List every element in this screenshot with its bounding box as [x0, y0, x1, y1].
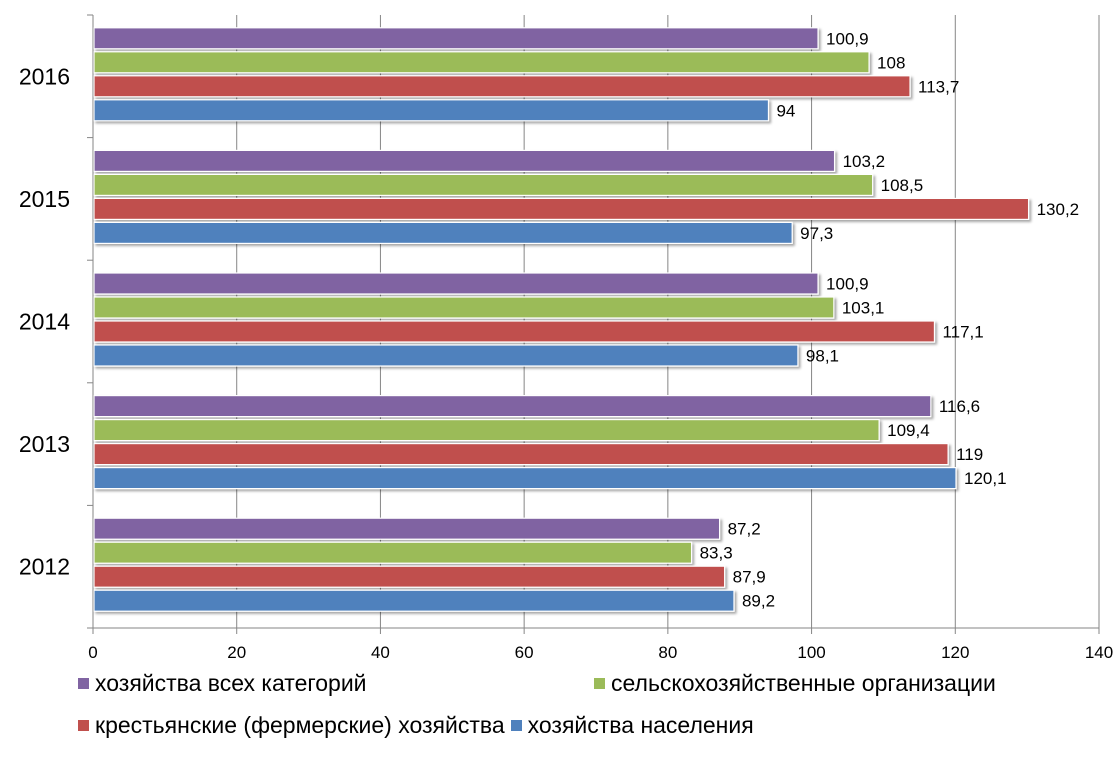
bar — [93, 173, 874, 196]
data-label: 103,1 — [842, 299, 885, 318]
x-tick-label: 100 — [797, 643, 825, 660]
x-tick-label: 140 — [1085, 643, 1113, 660]
legend-swatch — [78, 677, 89, 689]
data-label: 113,7 — [918, 77, 959, 96]
bar — [93, 517, 721, 540]
legend-swatch — [78, 719, 89, 731]
data-label: 108 — [877, 53, 905, 72]
bar — [93, 344, 799, 367]
data-label: 108,5 — [881, 176, 924, 195]
bar — [93, 272, 819, 295]
legend-label: сельскохозяйственные организации — [611, 669, 996, 696]
data-label: 89,2 — [742, 592, 775, 611]
legend: хозяйства всех категорий сельскохозяйств… — [78, 668, 1108, 752]
bar — [93, 99, 770, 122]
bar — [93, 221, 793, 244]
y-category-label: 2014 — [19, 309, 70, 335]
bars — [93, 27, 1030, 612]
bar — [93, 197, 1030, 220]
data-label: 119 — [956, 445, 983, 464]
x-tick-label: 20 — [227, 643, 246, 660]
bar — [93, 443, 949, 466]
bar — [93, 75, 911, 98]
data-label: 117,1 — [942, 323, 983, 342]
data-label: 116,6 — [939, 397, 980, 416]
data-label: 103,2 — [843, 152, 886, 171]
data-label: 120,1 — [964, 469, 1007, 488]
legend-label: хозяйства всех категорий — [95, 669, 367, 696]
legend-label: крестьянские (фермерские) хозяйства — [95, 711, 505, 738]
data-label: 109,4 — [887, 421, 930, 440]
legend-item-farms: крестьянские (фермерские) хозяйства — [78, 712, 505, 739]
data-label: 100,9 — [826, 29, 869, 48]
legend-label: хозяйства населения — [527, 711, 754, 738]
bar — [93, 149, 836, 172]
x-tick-label: 120 — [941, 643, 969, 660]
y-category-label: 2016 — [19, 63, 70, 89]
bar — [93, 565, 726, 588]
data-label: 94 — [776, 101, 795, 120]
data-label: 100,9 — [826, 275, 869, 294]
bar — [93, 320, 936, 343]
y-category-label: 2013 — [19, 431, 70, 457]
bar-chart-plot: 0 20 40 60 80 100 120 140 2012 2013 2014 2015 2016 8… — [19, 14, 1113, 660]
legend-item-all-categories: хозяйства всех категорий — [78, 670, 594, 697]
bar — [93, 589, 735, 612]
bar — [93, 419, 880, 442]
data-labels: 87,2 83,387,9 89,2 116,6 109,4 119 120,1 100,9 1… — [700, 29, 1080, 610]
data-label: 130,2 — [1037, 200, 1080, 219]
bar — [93, 27, 819, 50]
data-label: 87,2 — [728, 520, 761, 539]
x-tick-label: 40 — [371, 643, 390, 660]
legend-swatch — [594, 677, 605, 689]
x-tick-label: 60 — [515, 643, 534, 660]
x-tick-label: 80 — [658, 643, 677, 660]
legend-item-households: хозяйства населения — [510, 711, 754, 739]
bar — [93, 541, 693, 564]
data-label: 87,9 — [733, 568, 766, 587]
axes: 0 20 40 60 80 100 120 140 2012 2013 2014 2015 2016 — [19, 14, 1113, 660]
data-label: 97,3 — [800, 224, 833, 243]
x-tick-label: 0 — [88, 643, 97, 660]
bar — [93, 395, 932, 418]
bar — [93, 51, 870, 74]
legend-swatch — [510, 719, 522, 731]
bar — [93, 296, 835, 319]
data-label: 83,3 — [700, 544, 733, 563]
legend-item-agricultural-organizations: сельскохозяйственные организации — [594, 670, 996, 697]
y-category-label: 2012 — [19, 554, 70, 580]
data-label: 98,1 — [806, 347, 839, 366]
y-category-label: 2015 — [19, 186, 70, 212]
bar — [93, 467, 957, 490]
